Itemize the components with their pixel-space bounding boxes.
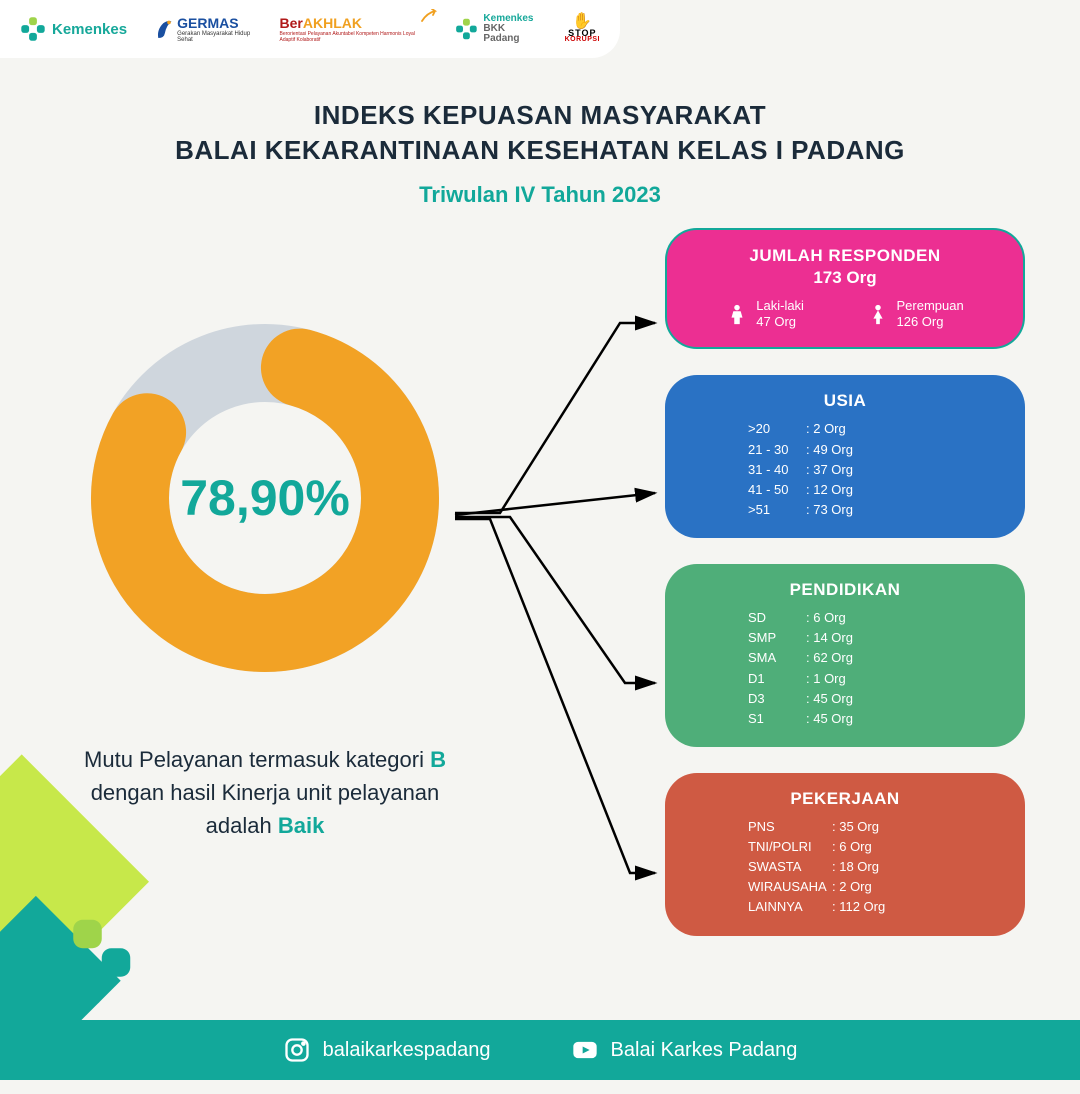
logo-kemenkes: Kemenkes	[20, 16, 127, 42]
card-pekerjaan: PEKERJAAN PNS: 35 OrgTNI/POLRI: 6 OrgSWA…	[665, 773, 1025, 936]
title-block: INDEKS KEPUASAN MASYARAKAT BALAI KEKARAN…	[0, 98, 1080, 208]
card-pekerjaan-title: PEKERJAAN	[693, 789, 997, 809]
data-row: TNI/POLRI: 6 Org	[748, 837, 997, 857]
title-subtitle: Triwulan IV Tahun 2023	[0, 182, 1080, 208]
info-cards: JUMLAH RESPONDEN 173 Org Laki-laki47 Org…	[665, 228, 1025, 935]
card-pendidikan-title: PENDIDIKAN	[693, 580, 997, 600]
data-row: D3: 45 Org	[748, 689, 997, 709]
data-row: SMP: 14 Org	[748, 628, 997, 648]
data-row: S1: 45 Org	[748, 709, 997, 729]
title-line2: BALAI KEKARANTINAAN KESEHATAN KELAS I PA…	[0, 133, 1080, 168]
youtube-icon	[571, 1036, 599, 1064]
card-responden: JUMLAH RESPONDEN 173 Org Laki-laki47 Org…	[665, 228, 1025, 349]
card-usia-title: USIA	[693, 391, 997, 411]
germas-icon	[155, 16, 173, 42]
footer-youtube[interactable]: Balai Karkes Padang	[571, 1036, 798, 1064]
data-row: SWASTA: 18 Org	[748, 857, 997, 877]
logo-kemenkes-text: Kemenkes	[52, 21, 127, 38]
header-logo-bar: Kemenkes GERMASGerakan Masyarakat Hidup …	[0, 0, 620, 58]
gender-male: Laki-laki47 Org	[726, 298, 804, 329]
logo-germas: GERMASGerakan Masyarakat Hidup Sehat	[155, 15, 251, 43]
donut-percent-label: 78,90%	[85, 318, 445, 678]
logo-stop-korupsi: ✋ STOP KORUPSI	[565, 15, 600, 44]
data-row: 41 - 50: 12 Org	[748, 480, 997, 500]
card-responden-total: 173 Org	[695, 268, 995, 288]
gender-female: Perempuan126 Org	[867, 298, 964, 329]
donut-chart: 78,90% Mutu Pelayanan termasuk kategori …	[85, 318, 445, 842]
data-row: D1: 1 Org	[748, 669, 997, 689]
card-usia: USIA >20: 2 Org21 - 30: 49 Org31 - 40: 3…	[665, 375, 1025, 538]
card-responden-title: JUMLAH RESPONDEN	[695, 246, 995, 266]
berakhlak-arrow-icon	[421, 9, 437, 23]
data-row: 21 - 30: 49 Org	[748, 440, 997, 460]
data-row: WIRAUSAHA: 2 Org	[748, 877, 997, 897]
male-icon	[726, 303, 748, 325]
data-row: 31 - 40: 37 Org	[748, 460, 997, 480]
title-line1: INDEKS KEPUASAN MASYARAKAT	[0, 98, 1080, 133]
data-row: >51: 73 Org	[748, 500, 997, 520]
footer-bar: balaikarkespadang Balai Karkes Padang	[0, 1020, 1080, 1080]
kemenkes-icon	[20, 16, 46, 42]
instagram-icon	[283, 1036, 311, 1064]
data-row: LAINNYA: 112 Org	[748, 897, 997, 917]
footer-instagram[interactable]: balaikarkespadang	[283, 1036, 491, 1064]
data-row: >20: 2 Org	[748, 419, 997, 439]
card-pendidikan: PENDIDIKAN SD: 6 OrgSMP: 14 OrgSMA: 62 O…	[665, 564, 1025, 747]
female-icon	[867, 303, 889, 325]
data-row: SD: 6 Org	[748, 608, 997, 628]
stop-hand-icon: ✋	[565, 15, 600, 29]
logo-berakhlak: BerAKHLAK Berorientasi Pelayanan Akuntab…	[280, 15, 427, 43]
data-row: SMA: 62 Org	[748, 648, 997, 668]
data-row: PNS: 35 Org	[748, 817, 997, 837]
logo-kemenkes-bkk: Kemenkes BKK Padang	[455, 14, 537, 44]
kemenkes-corner-icon	[40, 915, 135, 1010]
kemenkes-bkk-icon	[455, 16, 478, 42]
